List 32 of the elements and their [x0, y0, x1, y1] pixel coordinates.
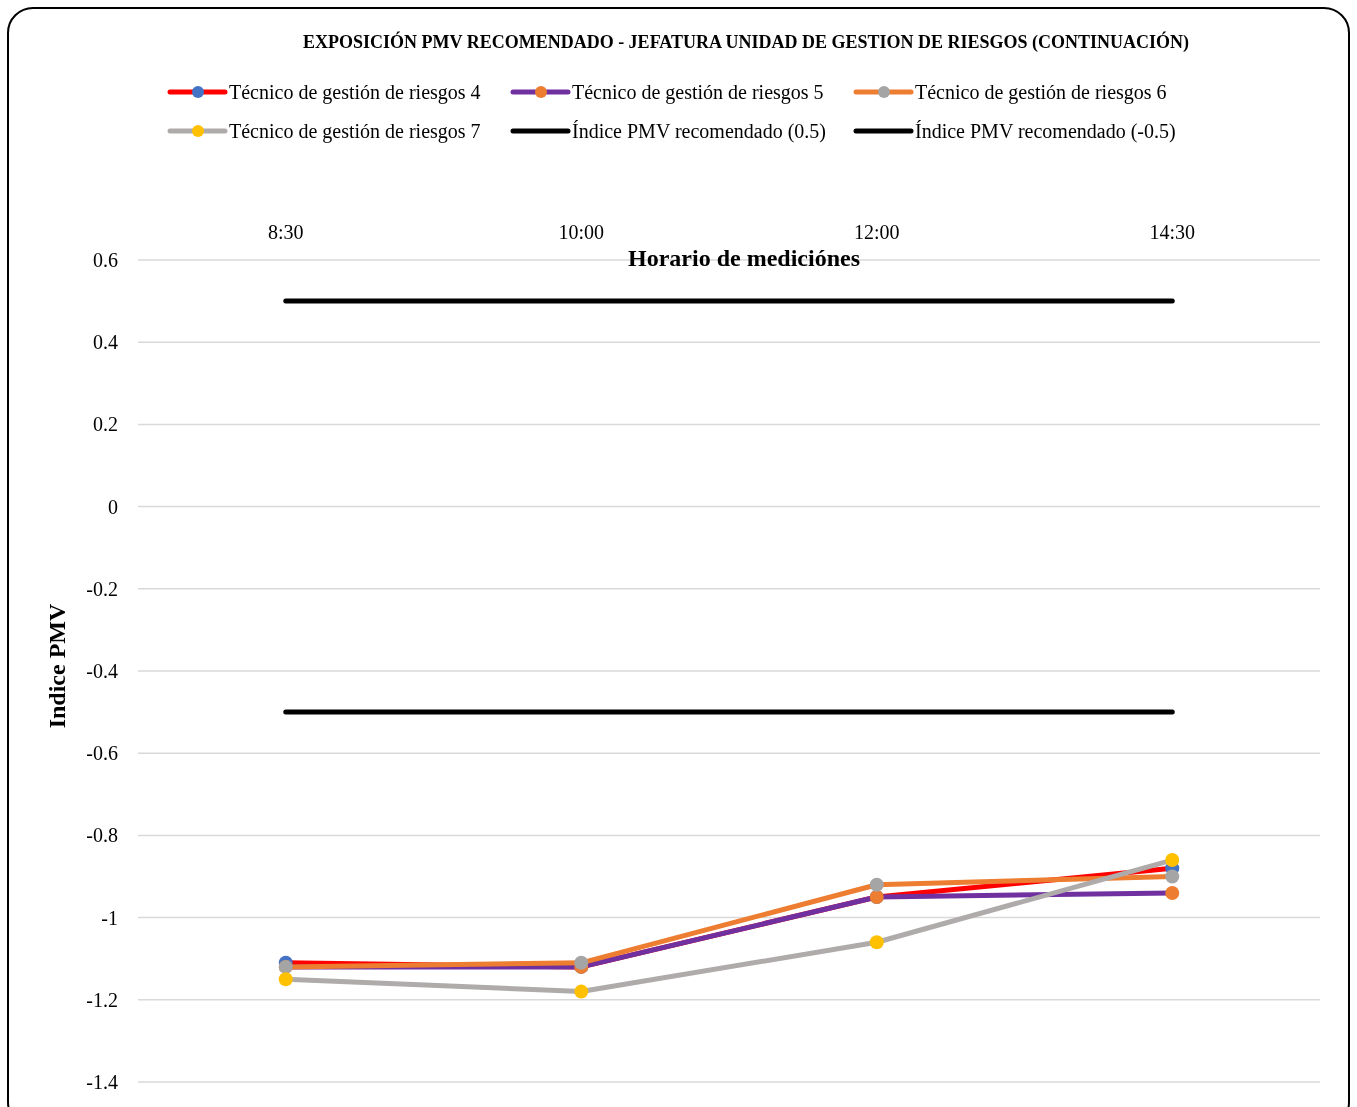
y-tick-label: -0.8 — [86, 824, 118, 847]
legend-label: Técnico de gestión de riesgos 7 — [229, 120, 481, 143]
y-tick-label: -0.2 — [86, 577, 118, 600]
chart-title: EXPOSICIÓN PMV RECOMENDADO - JEFATURA UNIDAD DE GESTION DE RIESGOS (CONTINUACIÓN) — [302, 31, 1190, 53]
y-tick-label: 0.6 — [93, 249, 118, 271]
legend-label: Técnico de gestión de riesgos 6 — [915, 81, 1167, 104]
y-tick-label: -0.4 — [86, 660, 118, 682]
point — [1165, 853, 1180, 868]
y-tick-label: -1.2 — [86, 988, 118, 1011]
point — [574, 955, 589, 970]
y-tick-label: 0.2 — [93, 413, 118, 436]
y-tick-label: 0.4 — [93, 331, 118, 354]
x-tick-label: 10:00 — [558, 221, 605, 243]
point — [574, 984, 589, 999]
x-tick-label: 8:30 — [267, 221, 304, 243]
y-tick-label: 0 — [108, 495, 118, 518]
point — [1165, 869, 1180, 884]
legend-label: Índice PMV recomendado (0.5) — [572, 120, 827, 143]
legend-label: Técnico de gestión de riesgos 4 — [229, 81, 481, 104]
x-tick-label: 12:00 — [853, 221, 900, 243]
point — [1165, 885, 1180, 900]
y-tick-label: -0.6 — [86, 742, 118, 765]
legend-label: Índice PMV recomendado (-0.5) — [915, 120, 1176, 143]
point — [278, 972, 293, 987]
x-tick-label: 14:30 — [1149, 221, 1196, 243]
y-tick-label: -1 — [101, 906, 118, 929]
point — [869, 877, 884, 892]
x-axis-title: Horario de mediciónes — [628, 245, 860, 271]
point — [869, 935, 884, 950]
y-tick-label: -1.4 — [86, 1071, 118, 1093]
y-axis-title: Indice PMV — [44, 603, 70, 729]
legend-label: Técnico de gestión de riesgos 5 — [572, 81, 824, 104]
